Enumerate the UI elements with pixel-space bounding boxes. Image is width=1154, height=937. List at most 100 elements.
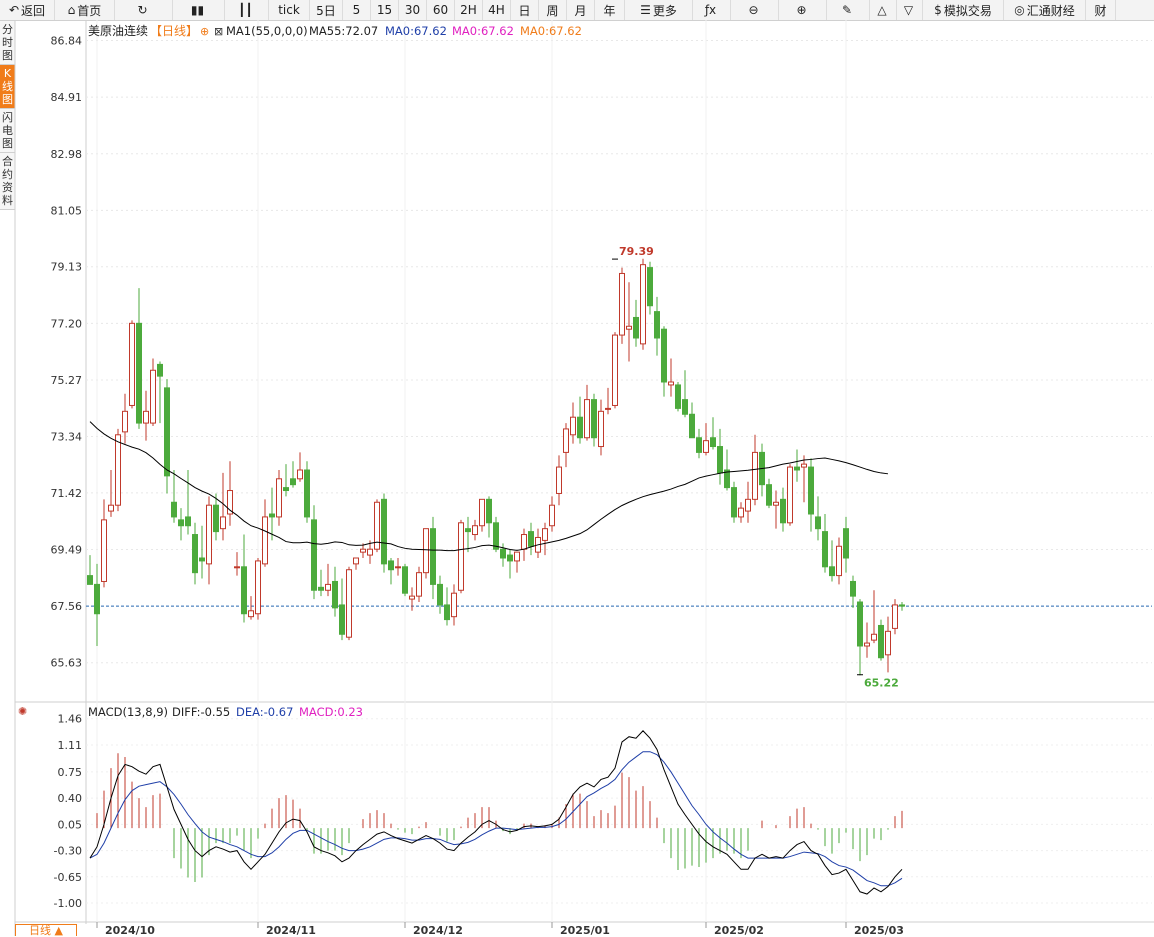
price-tick-label: 82.98 bbox=[51, 148, 83, 161]
candle-body bbox=[500, 548, 506, 559]
candle-body bbox=[724, 469, 730, 489]
macd-value: MACD:0.23 bbox=[299, 705, 363, 719]
toolbar-item-25[interactable]: ◎ 汇通财经 bbox=[1004, 0, 1086, 20]
toolbar-item-5[interactable]: tick bbox=[269, 0, 310, 20]
sidebar-item-2[interactable]: 闪电图 bbox=[0, 109, 15, 153]
candle-body bbox=[318, 586, 324, 591]
ma55-line bbox=[89, 421, 889, 552]
candle-body bbox=[381, 498, 387, 565]
candle-body bbox=[472, 525, 478, 536]
candle-body bbox=[843, 528, 849, 559]
toolbar-item-3[interactable]: ▮▮ bbox=[173, 0, 225, 20]
candle-body bbox=[514, 551, 520, 562]
toolbar-item-17[interactable]: ☰ 更多 bbox=[625, 0, 693, 20]
toolbar-item-20[interactable]: ⊕ bbox=[779, 0, 827, 20]
period-tab[interactable]: 日线 ▲ bbox=[15, 924, 77, 937]
candle-body bbox=[430, 528, 436, 585]
toolbar-item-11[interactable]: 2H bbox=[455, 0, 483, 20]
candle-body bbox=[262, 516, 268, 565]
candle-body bbox=[367, 548, 373, 556]
refresh-icon: ↻ bbox=[137, 3, 148, 17]
candle-body bbox=[647, 267, 653, 307]
toolbar-item-label: 5日 bbox=[316, 3, 336, 18]
x-tick-label: 2025/02 bbox=[714, 924, 764, 936]
toolbar-item-label: tick bbox=[278, 3, 300, 17]
candle-body bbox=[192, 534, 198, 574]
dea-value: DEA:-0.67 bbox=[236, 705, 293, 719]
candle-body bbox=[304, 469, 310, 518]
candle-body bbox=[269, 513, 275, 518]
candle-body bbox=[626, 325, 632, 330]
x-tick-label: 2025/03 bbox=[854, 924, 904, 936]
candle-body bbox=[234, 566, 240, 569]
candle-body bbox=[584, 399, 590, 439]
toolbar-item-9[interactable]: 30 bbox=[399, 0, 427, 20]
candle-body bbox=[598, 410, 604, 448]
candle-body bbox=[276, 478, 282, 518]
toolbar-item-19[interactable]: ⊖ bbox=[731, 0, 779, 20]
toolbar-item-6[interactable]: 5日 bbox=[310, 0, 343, 20]
toolbar-item-4[interactable]: ┃┃ bbox=[225, 0, 269, 20]
sidebar-item-0[interactable]: 分时图 bbox=[0, 21, 15, 65]
x-tick-label: 2024/10 bbox=[105, 924, 155, 936]
price-tick-label: 77.20 bbox=[51, 317, 83, 330]
candle-body bbox=[745, 498, 751, 512]
candle-body bbox=[696, 437, 702, 453]
toolbar-item-13[interactable]: 日 bbox=[511, 0, 539, 20]
candle-body bbox=[710, 437, 716, 448]
candle-body bbox=[878, 624, 884, 659]
candle-body bbox=[787, 466, 793, 524]
candle-body bbox=[752, 451, 758, 500]
macd-tick-label: -0.30 bbox=[54, 845, 82, 858]
toolbar-item-21[interactable]: ✎ bbox=[827, 0, 870, 20]
ma55-value: MA55:72.07 bbox=[309, 24, 378, 38]
candle-body bbox=[122, 410, 128, 433]
toolbar-item-14[interactable]: 周 bbox=[539, 0, 567, 20]
toolbar-item-label: 财 bbox=[1094, 3, 1107, 18]
toolbar-item-10[interactable]: 60 bbox=[427, 0, 455, 20]
candle-body bbox=[143, 410, 149, 424]
candle-body bbox=[528, 531, 534, 547]
toolbar-item-label: 5 bbox=[352, 3, 361, 17]
candle-body bbox=[619, 272, 625, 336]
candle-body bbox=[451, 592, 457, 618]
toolbar-item-2[interactable]: ↻ bbox=[115, 0, 173, 20]
toolbar-item-0[interactable]: ↶ 返回 bbox=[0, 0, 55, 20]
candle-body bbox=[808, 466, 814, 515]
toolbar-item-23[interactable]: ▽ bbox=[897, 0, 923, 20]
toolbar-item-22[interactable]: △ bbox=[870, 0, 897, 20]
toolbar-item-label: 2H bbox=[460, 3, 477, 17]
candle-body bbox=[654, 311, 660, 339]
toolbar-item-12[interactable]: 4H bbox=[483, 0, 511, 20]
candle-body bbox=[479, 498, 485, 527]
candle-body bbox=[829, 566, 835, 577]
macd-tick-label: 0.75 bbox=[58, 766, 83, 779]
toolbar-item-18[interactable]: ƒx bbox=[693, 0, 731, 20]
price-tick-label: 65.63 bbox=[51, 657, 83, 670]
candle-body bbox=[129, 322, 135, 406]
high-annotation: 79.39 bbox=[619, 245, 654, 258]
x-tick-label: 2025/01 bbox=[560, 924, 610, 936]
candle-body bbox=[717, 446, 723, 474]
bar-chart-icon: ▮▮ bbox=[190, 3, 205, 17]
candle-body bbox=[325, 583, 331, 591]
triangle-up-icon: △ bbox=[877, 3, 887, 17]
candlestick-icon: ┃┃ bbox=[238, 3, 253, 17]
toolbar-item-15[interactable]: 月 bbox=[567, 0, 595, 20]
toolbar-item-16[interactable]: 年 bbox=[595, 0, 625, 20]
sidebar-item-3[interactable]: 合约资料 bbox=[0, 153, 15, 210]
candle-body bbox=[255, 560, 261, 615]
toolbar-item-7[interactable]: 5 bbox=[343, 0, 371, 20]
toolbar-item-8[interactable]: 15 bbox=[371, 0, 399, 20]
candle-body bbox=[206, 504, 212, 565]
toolbar-item-26[interactable]: 财 bbox=[1086, 0, 1116, 20]
toolbar-item-24[interactable]: $ 模拟交易 bbox=[923, 0, 1004, 20]
candle-body bbox=[507, 554, 513, 562]
macd-tick-label: 1.11 bbox=[58, 739, 83, 752]
toolbar-item-1[interactable]: ⌂ 首页 bbox=[55, 0, 115, 20]
ma0-orange-value: MA0:67.62 bbox=[520, 24, 582, 38]
toolbar-item-label: 汇通财经 bbox=[1026, 3, 1075, 18]
